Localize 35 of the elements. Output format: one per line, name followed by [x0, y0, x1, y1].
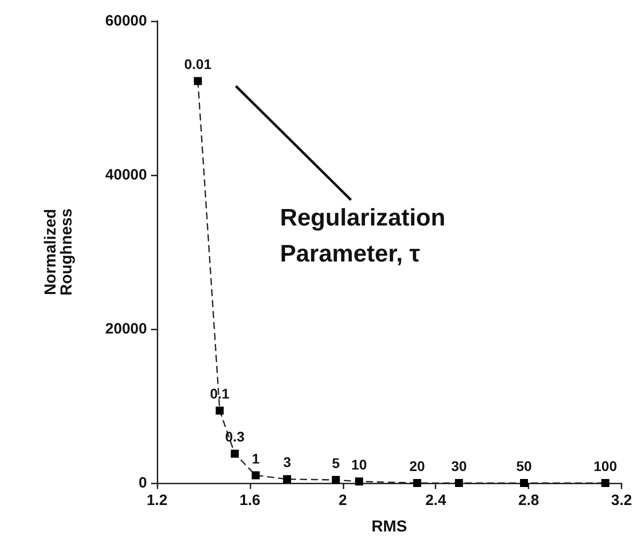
annotation: 1: [252, 450, 260, 466]
y-tick-label: 40000: [105, 166, 147, 184]
annotation: 0.01: [184, 56, 212, 72]
annotation: 3: [283, 454, 292, 470]
point: [332, 476, 340, 484]
y-axis-title: Normalized Roughness: [42, 208, 76, 296]
point: [216, 406, 224, 415]
point: [283, 475, 292, 484]
point: [355, 477, 364, 486]
point: [454, 479, 463, 487]
annotation: 30: [451, 458, 467, 474]
y-tick-label: 0: [138, 474, 147, 492]
x-axis-title: RMS: [372, 518, 408, 536]
point: [601, 479, 610, 487]
point: [194, 77, 202, 86]
y-tick-label: 20000: [105, 320, 147, 338]
x-tick-label: 2.4: [425, 492, 447, 509]
annotation: 0.1: [210, 386, 230, 402]
annotation: 20: [409, 458, 426, 474]
point: [520, 479, 528, 487]
annotation: 50: [516, 458, 532, 474]
x-tick-label: 2.8: [518, 492, 540, 509]
point: [252, 471, 260, 480]
annotation: 5: [332, 454, 340, 471]
x-tick-label: 1.2: [146, 492, 168, 509]
annotation: 0.3: [225, 428, 245, 445]
x-tick-label: 3.2: [611, 492, 632, 509]
y-tick-label: 60000: [105, 12, 147, 30]
x-tick-label: 2: [338, 492, 347, 509]
point: [413, 479, 422, 487]
annotation: Regularization Parameter, τ: [280, 204, 446, 268]
point: [230, 450, 239, 458]
annotation: 100: [594, 458, 618, 474]
annotation: 10: [351, 456, 368, 472]
x-tick-label: 1.6: [239, 492, 260, 509]
